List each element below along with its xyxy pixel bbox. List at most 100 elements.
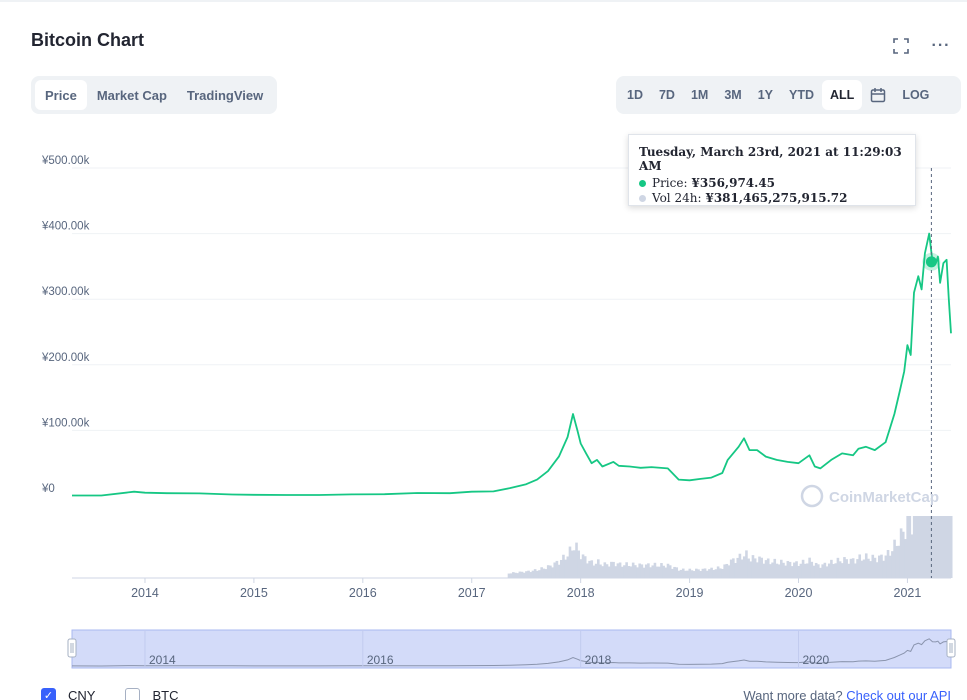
volume-bar (634, 565, 637, 578)
volume-bar (753, 558, 757, 578)
y-tick-label: ¥500.00k (41, 155, 90, 167)
volume-bar (732, 558, 735, 578)
volume-bar (662, 565, 665, 578)
tab-market-cap[interactable]: Market Cap (96, 87, 167, 103)
volume-bar (640, 564, 644, 578)
volume-bar (546, 565, 550, 578)
volume-bar (775, 563, 779, 578)
more-icon[interactable]: ··· (930, 36, 952, 56)
volume-bar (945, 516, 949, 578)
volume-bar (819, 567, 822, 578)
volume-bar (949, 516, 953, 578)
volume-bar (947, 516, 951, 578)
volume-bar (518, 571, 522, 578)
range-1d[interactable]: 1D (627, 88, 643, 102)
volume-bar (793, 562, 796, 578)
volume-bar (605, 564, 609, 578)
volume-bar (801, 559, 805, 578)
tab-price[interactable]: Price (35, 80, 87, 110)
cny-checkbox[interactable]: ✓ (41, 688, 56, 700)
volume-bar (917, 516, 920, 578)
tab-tradingview[interactable]: TradingView (186, 87, 264, 103)
volume-bar (533, 569, 537, 578)
volume-bar (557, 564, 561, 578)
volume-bar (834, 563, 838, 578)
volume-bar (671, 568, 674, 578)
volume-bar (612, 561, 615, 578)
range-ytd[interactable]: YTD (789, 88, 815, 102)
volume-bar (679, 569, 683, 578)
range-7d[interactable]: 7D (658, 88, 675, 102)
tooltip-vol-label: Vol 24h: (652, 191, 702, 205)
volume-bar (588, 560, 591, 578)
volume-bar (668, 565, 672, 578)
volume-bar (681, 568, 685, 578)
volume-bar (631, 562, 635, 578)
api-prefix: Want more data? (743, 688, 843, 700)
volume-bar (777, 564, 781, 578)
volume-bar (525, 571, 528, 578)
volume-bar (579, 559, 583, 578)
volume-bar (551, 567, 554, 578)
range-all[interactable]: ALL (822, 80, 863, 110)
volume-bar (745, 550, 748, 578)
y-tick-label: ¥300.00k (41, 286, 90, 298)
x-tick-label: 2017 (458, 586, 486, 600)
volume-bar (527, 570, 530, 578)
x-tick-label: 2018 (567, 586, 595, 600)
volume-bar (779, 559, 783, 578)
volume-bar (610, 561, 613, 578)
range-1y[interactable]: 1Y (757, 88, 774, 102)
volume-bar (529, 572, 533, 578)
navigator-left-handle[interactable] (67, 638, 77, 658)
volume-bar (749, 561, 753, 578)
hover-point (925, 256, 937, 268)
tooltip-price-row: Price: ¥356,974.45 (639, 176, 905, 191)
volume-bar (740, 559, 744, 578)
navigator-series-line (71, 638, 952, 667)
volume-bar (786, 561, 790, 578)
volume-bar (531, 570, 535, 578)
volume-bar (625, 562, 628, 578)
volume-bar (760, 557, 763, 578)
volume-bar (562, 554, 565, 578)
price-series-line (72, 232, 952, 497)
volume-bar (592, 565, 596, 578)
tooltip-price-label: Price: (652, 176, 688, 190)
calendar-icon[interactable] (862, 80, 894, 110)
chart-title: Bitcoin Chart (31, 30, 145, 50)
price-chart[interactable]: ¥0 ¥100.00k ¥200.00k ¥300.00k ¥400.00k ¥500.0… (0, 120, 967, 680)
volume-bar (666, 563, 670, 578)
volume-bar (723, 564, 726, 578)
volume-bar (708, 569, 711, 578)
volume-bar (522, 572, 526, 578)
volume-bar (884, 555, 888, 578)
btc-label: BTC (152, 688, 179, 700)
volume-bar (825, 566, 829, 578)
volume-bar (564, 559, 567, 578)
volume-bar (851, 558, 855, 578)
volume-bar (882, 560, 885, 578)
volume-bar (893, 539, 896, 578)
volume-bar (799, 563, 803, 578)
more-glyph: ··· (931, 37, 951, 54)
btc-checkbox[interactable] (125, 688, 141, 700)
volume-bar (891, 551, 894, 578)
volume-bar (756, 562, 759, 578)
range-1m[interactable]: 1M (690, 88, 709, 102)
fullscreen-icon[interactable] (890, 36, 912, 56)
volume-bar (575, 542, 578, 578)
range-log[interactable]: LOG (902, 88, 930, 102)
volume-bar (647, 563, 650, 578)
volume-bar (806, 563, 809, 578)
volume-bar (727, 565, 731, 578)
volume-bar (925, 516, 929, 578)
volume-bar (627, 566, 631, 578)
range-3m[interactable]: 3M (724, 88, 742, 102)
navigator-right-handle[interactable] (946, 638, 956, 658)
volume-bar (847, 563, 851, 578)
volume-bar (559, 559, 563, 578)
volume-bar (849, 558, 853, 578)
volume-bar (790, 566, 794, 578)
api-link[interactable]: Check out our API (846, 688, 951, 700)
